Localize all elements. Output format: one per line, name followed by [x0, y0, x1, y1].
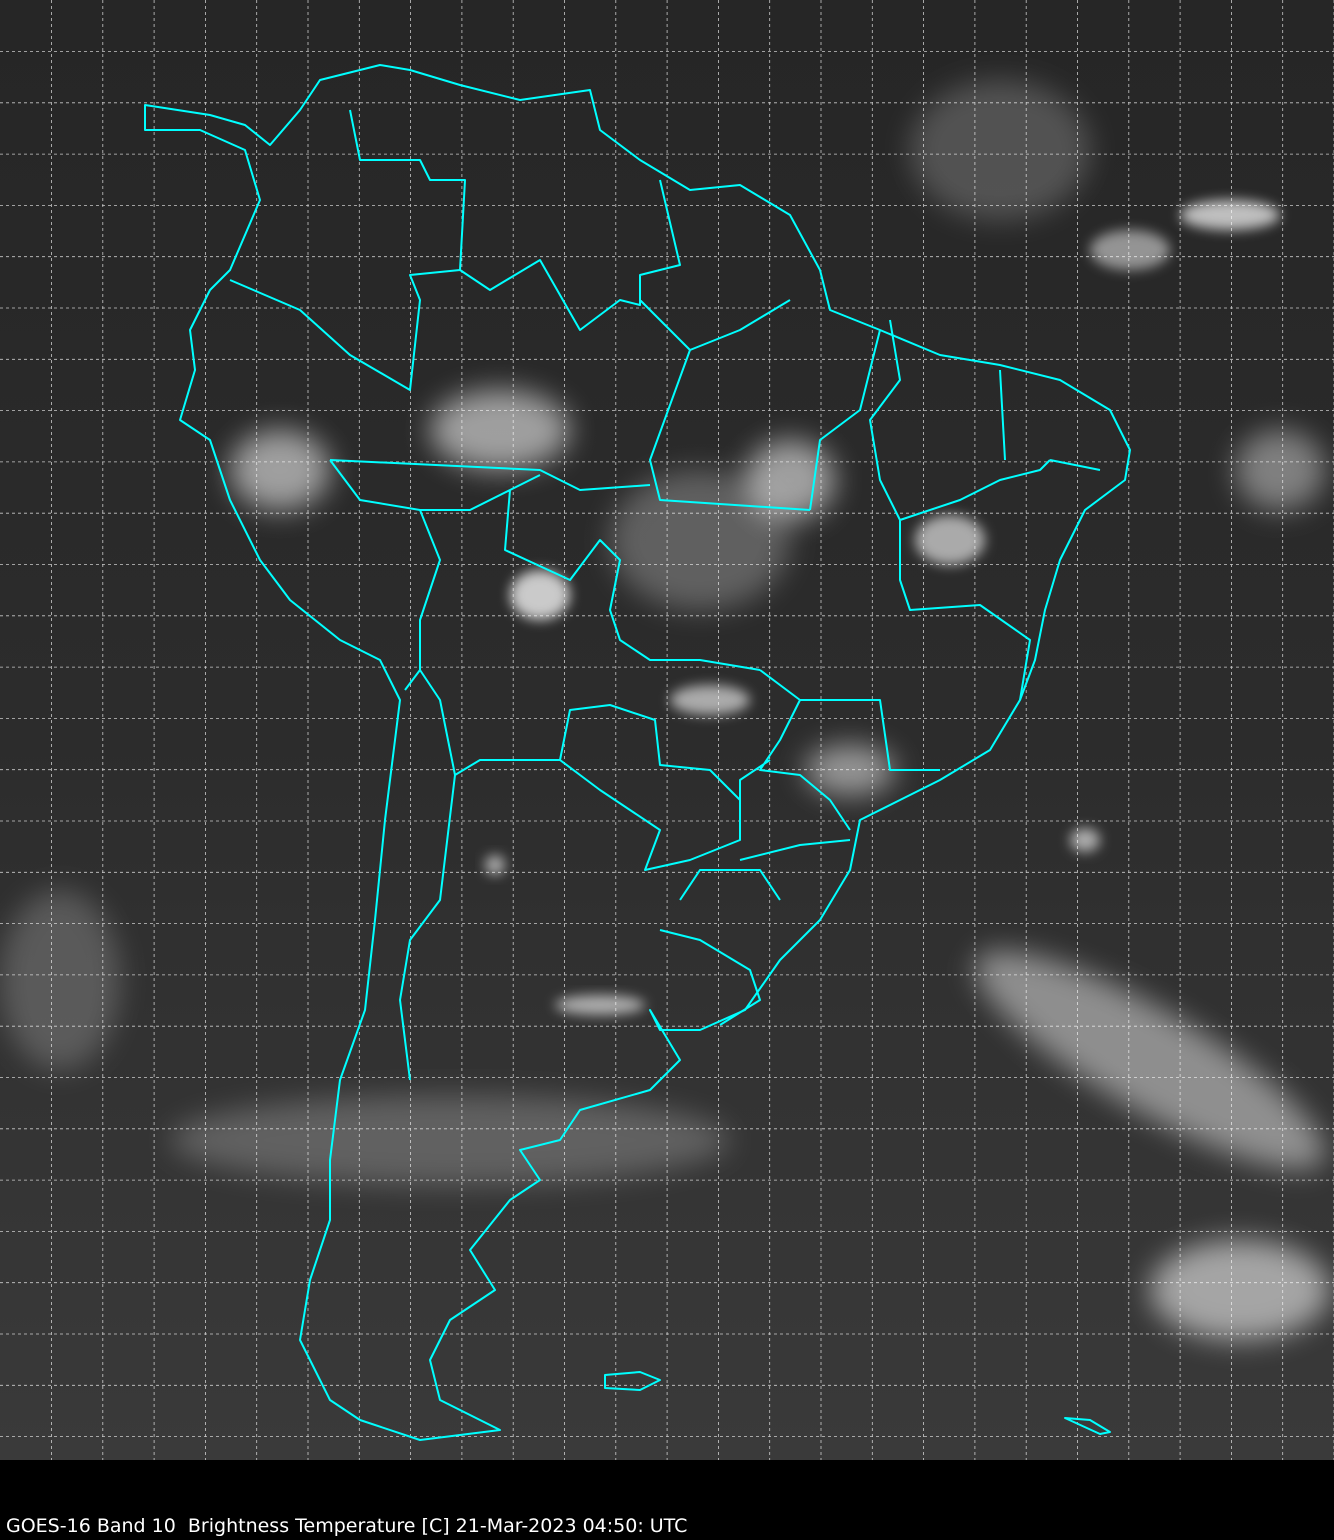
image-caption: GOES-16 Band 10 Brightness Temperature […: [6, 1515, 688, 1537]
country-borders: [229, 109, 1101, 1081]
coastlines-and-borders: [144, 64, 1131, 1441]
satellite-map: [0, 0, 1334, 1460]
falkland-islands: [604, 1371, 661, 1391]
clouds: [0, 80, 1330, 1340]
south-georgia: [1064, 1417, 1111, 1435]
south-america-coastline: [144, 64, 1131, 1441]
lat-lon-grid: [0, 0, 1334, 1460]
